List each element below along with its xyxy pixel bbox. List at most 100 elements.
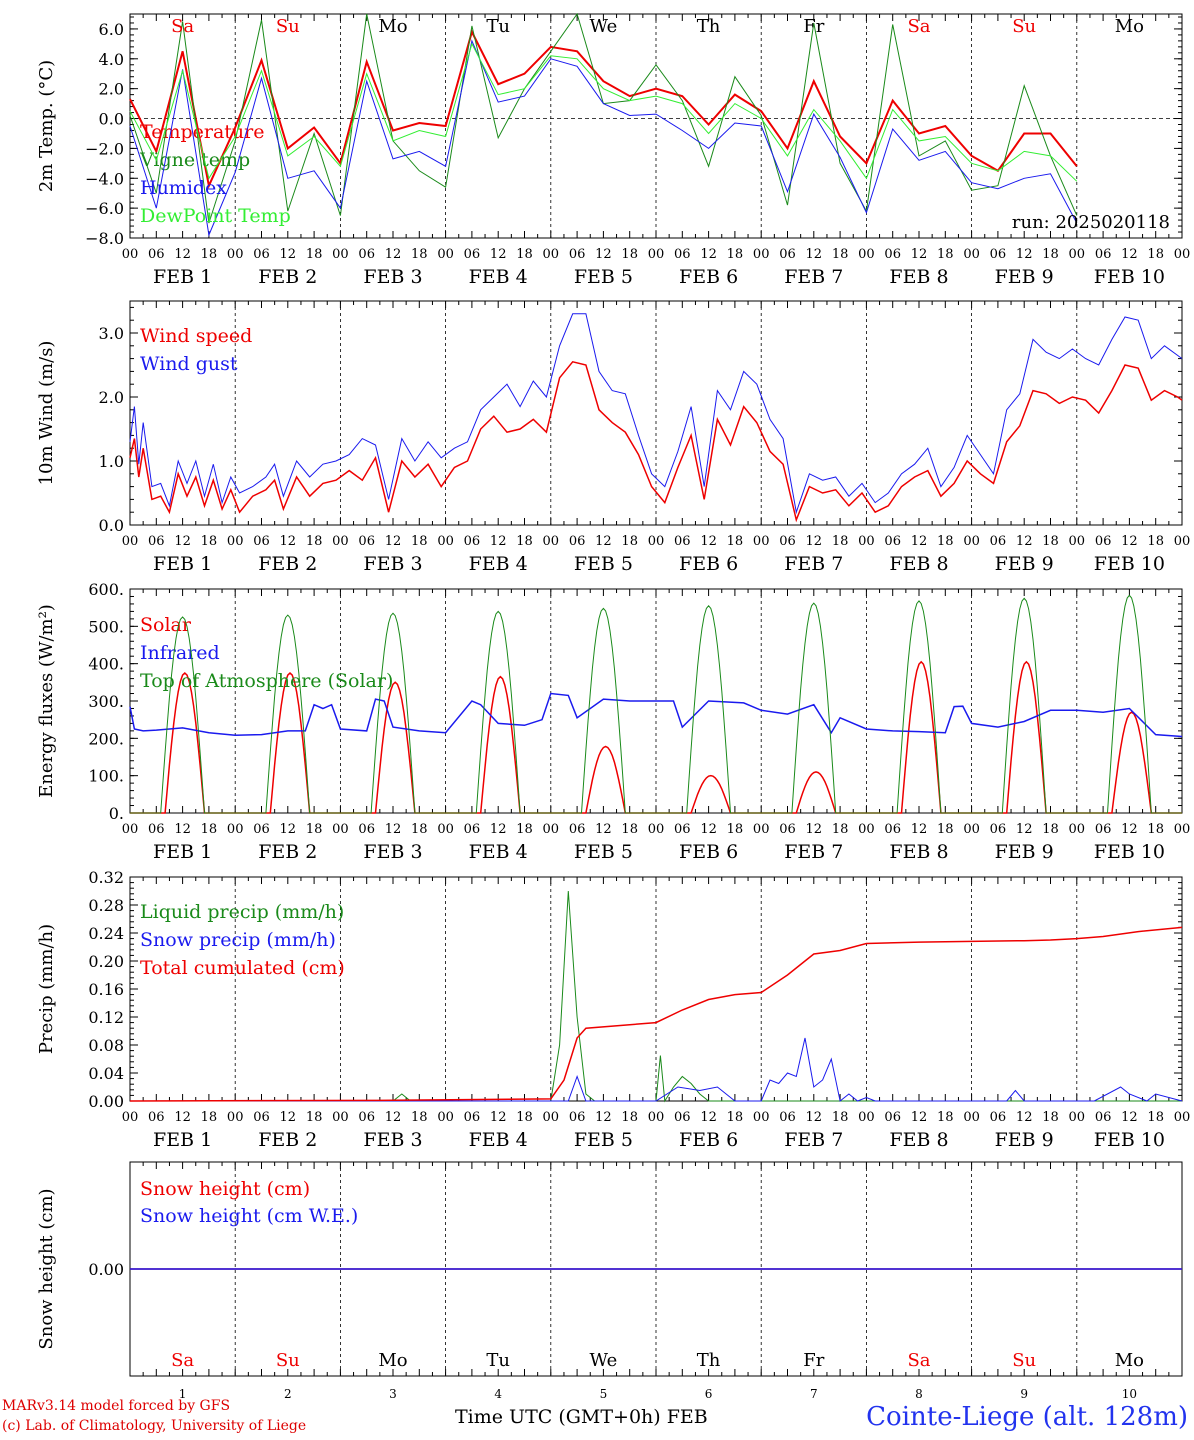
hour-label: 00 [227, 1110, 244, 1125]
legend-entry: Snow precip (mm/h) [140, 929, 336, 951]
y-tick-label: −4.0 [85, 169, 124, 188]
y-tick-label: 4.0 [99, 50, 124, 69]
day-name: We [590, 16, 618, 37]
hour-label: 12 [1016, 1110, 1033, 1125]
day-number: 4 [494, 1387, 502, 1401]
y-tick-label: −2.0 [85, 139, 124, 158]
hour-label: 18 [621, 534, 638, 549]
hour-label: 18 [1147, 1110, 1164, 1125]
hour-label: 12 [1016, 822, 1033, 837]
hour-label: 06 [148, 247, 165, 262]
day-name: We [590, 1350, 618, 1371]
legend-entry: Top of Atmosphere (Solar) [140, 670, 393, 692]
date-label: FEB 8 [889, 1129, 948, 1151]
date-label: FEB 7 [784, 266, 843, 288]
hour-label: 12 [911, 247, 928, 262]
hour-label: 00 [332, 1110, 349, 1125]
hour-label: 12 [174, 247, 191, 262]
date-label: FEB 6 [679, 841, 738, 863]
hour-label: 06 [884, 247, 901, 262]
hour-label: 06 [253, 534, 270, 549]
hour-label: 12 [700, 822, 717, 837]
hour-label: 18 [727, 822, 744, 837]
chart-panel-4: 0.00 0.04 0.08 0.12 0.16 0.20 0.24 0.28 0.32 Prec… [36, 868, 1190, 1151]
hour-label: 12 [174, 534, 191, 549]
series-line-humidex [129, 39, 1078, 237]
hour-label: 18 [937, 822, 954, 837]
hour-label: 12 [280, 247, 297, 262]
hour-label: 18 [937, 247, 954, 262]
hour-label: 00 [858, 534, 875, 549]
day-name: Mo [1115, 1350, 1144, 1371]
hour-label: 18 [1042, 534, 1059, 549]
chart-panel-2: 0.0 1.0 2.0 3.0 10m Wind (m/s) Wind speed Wind… [36, 300, 1191, 575]
hour-label: 12 [280, 822, 297, 837]
legend-entry: Snow height (cm W.E.) [140, 1205, 358, 1227]
date-label: FEB 3 [363, 1129, 422, 1151]
hour-label: 00 [1174, 247, 1191, 262]
model-credit: MARv3.14 model forced by GFS [2, 1398, 231, 1414]
hour-label: 18 [201, 534, 218, 549]
date-label: FEB 2 [258, 266, 317, 288]
hour-label: 18 [832, 822, 849, 837]
date-label: FEB 8 [889, 553, 948, 575]
hour-label: 18 [832, 247, 849, 262]
hour-label: 12 [1016, 247, 1033, 262]
date-label: FEB 9 [995, 553, 1054, 575]
hour-label: 06 [884, 534, 901, 549]
legend-entry: Liquid precip (mm/h) [140, 901, 344, 923]
day-name: Su [276, 16, 300, 37]
date-label: FEB 6 [679, 553, 738, 575]
hour-label: 18 [306, 247, 323, 262]
hour-label: 00 [858, 1110, 875, 1125]
hour-label: 00 [963, 247, 980, 262]
hour-label: 12 [385, 247, 402, 262]
y-tick-label: 100. [88, 767, 124, 786]
run-label: run: 2025020118 [1012, 212, 1170, 233]
date-label: FEB 4 [469, 553, 528, 575]
date-label: FEB 5 [574, 553, 633, 575]
day-name: Mo [1115, 16, 1144, 37]
series-line-dewpoint-temp [129, 42, 1078, 182]
hour-label: 06 [358, 534, 375, 549]
hour-label: 00 [753, 247, 770, 262]
hour-label: 06 [990, 534, 1007, 549]
hour-label: 06 [884, 1110, 901, 1125]
day-name: Mo [378, 1350, 407, 1371]
hour-label: 18 [1147, 534, 1164, 549]
hour-label: 12 [911, 1110, 928, 1125]
hour-label: 12 [1121, 822, 1138, 837]
date-label: FEB 1 [153, 841, 212, 863]
hour-label: 00 [963, 534, 980, 549]
hour-label: 12 [595, 822, 612, 837]
hour-label: 18 [727, 247, 744, 262]
hour-label: 18 [937, 1110, 954, 1125]
hour-label: 18 [1042, 247, 1059, 262]
hour-label: 06 [674, 247, 691, 262]
y-tick-label: 0.16 [88, 980, 124, 999]
legend-entry: Infrared [140, 642, 220, 664]
hour-label: 18 [516, 1110, 533, 1125]
chart-panel-1: −8.0 −6.0 −4.0 −2.0 0.0 2.0 4.0 6.0 2m Temp. (°C… [36, 12, 1191, 288]
y-tick-label: 2.0 [99, 80, 124, 99]
hour-label: 18 [201, 1110, 218, 1125]
hour-label: 00 [227, 822, 244, 837]
y-tick-label: 0.20 [88, 952, 124, 971]
day-name: Fr [803, 16, 824, 37]
y-tick-label: 6.0 [99, 20, 124, 39]
day-number: 9 [1020, 1387, 1028, 1401]
hour-label: 06 [464, 247, 481, 262]
hour-label: 06 [569, 822, 586, 837]
date-label: FEB 8 [889, 266, 948, 288]
hour-label: 12 [385, 534, 402, 549]
date-label: FEB 10 [1094, 841, 1165, 863]
hour-label: 00 [122, 247, 139, 262]
day-number: 6 [705, 1387, 713, 1401]
hour-label: 18 [516, 247, 533, 262]
day-number: 1 [179, 1387, 187, 1401]
y-tick-label: 0.28 [88, 896, 124, 915]
hour-label: 06 [569, 247, 586, 262]
y-tick-label: 0.00 [88, 1260, 124, 1279]
hour-label: 00 [1174, 534, 1191, 549]
